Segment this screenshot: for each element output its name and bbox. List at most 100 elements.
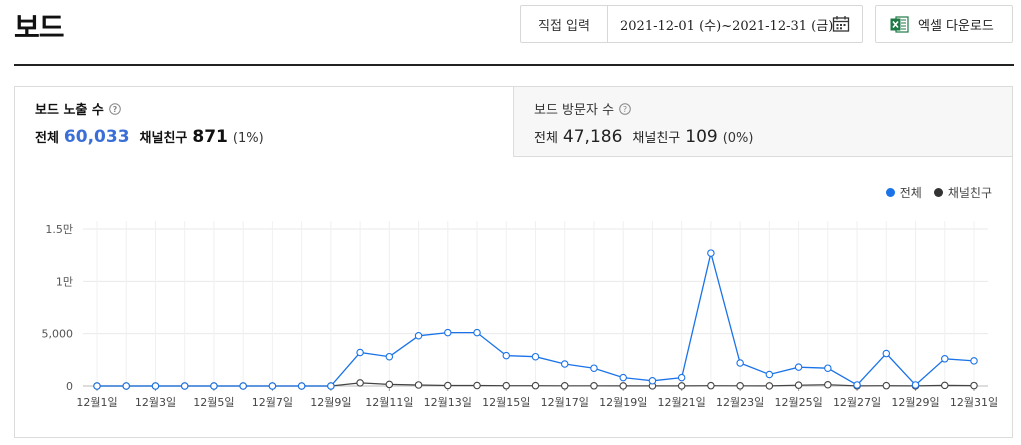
data-point-friend (502, 381, 511, 390)
data-point-total (356, 348, 364, 357)
legend-dot-total (885, 188, 895, 197)
tab-label: 보드 노출 수 (35, 103, 104, 118)
data-point-total (385, 352, 394, 361)
line-chart: 0 5,000 1만 1.5만 12월1일 12월3일 12월5일 12월7일 12월9일 12월… (42, 221, 998, 409)
data-point-total (151, 382, 160, 390)
legend-label-friend: 채널친구 (947, 186, 992, 200)
stats-card: 보드 노출 수 ? 전체 60,033 채널친구 871 (1%) 보드 방문자… (14, 86, 1013, 438)
x-tick-label: 12월11일 (365, 395, 413, 409)
data-point-friend (677, 382, 686, 390)
x-tick-label: 12월1일 (76, 395, 117, 409)
data-point-total (210, 382, 218, 390)
data-point-friend (794, 381, 803, 389)
data-point-total (648, 377, 657, 385)
date-range-field[interactable]: 2021-12-01 (수)~2021-12-31 (금) (608, 6, 862, 42)
friend-percent: (0%) (722, 131, 754, 146)
data-point-total (794, 363, 803, 371)
data-point-friend (736, 382, 744, 390)
data-point-total (677, 373, 686, 382)
data-point-friend (707, 381, 715, 390)
total-value: 60,033 (63, 127, 130, 147)
data-point-total (765, 370, 774, 379)
excel-download-button[interactable]: 엑셀 다운로드 (875, 5, 1013, 43)
x-tick-label: 12월15일 (482, 395, 530, 409)
data-point-total (122, 382, 130, 390)
data-point-total (473, 328, 481, 337)
x-tick-label: 12월9일 (310, 395, 351, 409)
x-tick-label: 12월17일 (541, 395, 589, 409)
data-point-total (268, 382, 277, 390)
data-point-total (502, 351, 511, 360)
data-point-total (93, 382, 101, 390)
data-point-total (590, 364, 598, 372)
x-tick-label: 12월25일 (774, 395, 822, 409)
data-point-total (327, 382, 335, 390)
data-point-total (707, 249, 715, 257)
data-point-total (882, 349, 891, 358)
data-point-friend (941, 381, 949, 390)
data-point-total (297, 382, 306, 390)
tab-board-impressions[interactable]: 보드 노출 수 ? 전체 60,033 채널친구 871 (1%) (15, 87, 513, 157)
data-point-friend (590, 382, 598, 390)
legend-item-total[interactable]: 전체 (885, 184, 922, 201)
excel-download-label: 엑셀 다운로드 (918, 18, 994, 34)
friend-label: 채널친구 (139, 131, 188, 146)
title-divider (14, 64, 1014, 66)
data-point-friend (560, 382, 569, 390)
y-tick-label: 0 (66, 380, 73, 393)
friend-label: 채널친구 (632, 131, 681, 146)
x-tick-label: 12월7일 (252, 395, 293, 409)
data-point-total (239, 382, 247, 390)
data-point-total (414, 332, 423, 340)
data-point-total (736, 359, 744, 367)
data-point-friend (970, 381, 978, 390)
date-range-text: 2021-12-01 (수)~2021-12-31 (금) (620, 18, 834, 34)
friend-value: 109 (685, 127, 718, 147)
legend-dot-friend (933, 188, 943, 197)
y-tick-label: 1만 (56, 275, 73, 288)
legend-label-total: 전체 (899, 186, 922, 200)
friend-value: 871 (192, 127, 228, 147)
svg-text:?: ? (623, 105, 627, 114)
x-tick-label: 12월21일 (658, 395, 706, 409)
tab-label: 보드 방문자 수 (534, 103, 615, 118)
svg-text:?: ? (113, 105, 118, 114)
data-point-friend (619, 382, 627, 390)
data-point-friend (765, 382, 774, 390)
calendar-icon[interactable] (832, 15, 850, 33)
x-tick-label: 12월29일 (891, 395, 939, 409)
x-tick-label: 12월19일 (599, 395, 647, 409)
data-point-total (853, 381, 861, 389)
excel-icon (890, 15, 909, 33)
x-tick-label: 12월3일 (135, 395, 176, 409)
help-icon[interactable]: ? (109, 102, 121, 115)
data-point-total (444, 328, 452, 337)
y-tick-label: 1.5만 (45, 223, 73, 236)
data-point-friend (444, 381, 452, 390)
data-point-total (531, 352, 540, 361)
data-point-friend (356, 379, 364, 387)
help-icon[interactable]: ? (619, 102, 631, 115)
data-point-total (180, 382, 189, 390)
data-point-total (941, 355, 949, 363)
tab-board-visitors[interactable]: 보드 방문자 수 ? 전체 47,186 채널친구 109 (0%) (513, 87, 1012, 157)
x-tick-label: 12월5일 (193, 395, 234, 409)
y-tick-label: 5,000 (42, 328, 74, 341)
data-point-total (619, 373, 627, 382)
data-point-friend (473, 381, 481, 390)
data-point-total (970, 357, 978, 365)
data-point-total (824, 364, 832, 372)
friend-percent: (1%) (232, 131, 264, 146)
total-label: 전체 (534, 131, 558, 146)
legend-item-friend[interactable]: 채널친구 (933, 184, 992, 201)
total-label: 전체 (35, 131, 59, 146)
data-point-total (560, 360, 569, 368)
x-tick-label: 12월27일 (833, 395, 881, 409)
data-point-friend (414, 381, 423, 389)
date-filter: 직접 입력 2021-12-01 (수)~2021-12-31 (금) (520, 5, 863, 43)
direct-input-button[interactable]: 직접 입력 (521, 6, 608, 42)
data-point-friend (824, 380, 832, 389)
data-point-friend (882, 381, 891, 390)
data-point-friend (385, 380, 394, 389)
data-point-total (911, 381, 920, 389)
